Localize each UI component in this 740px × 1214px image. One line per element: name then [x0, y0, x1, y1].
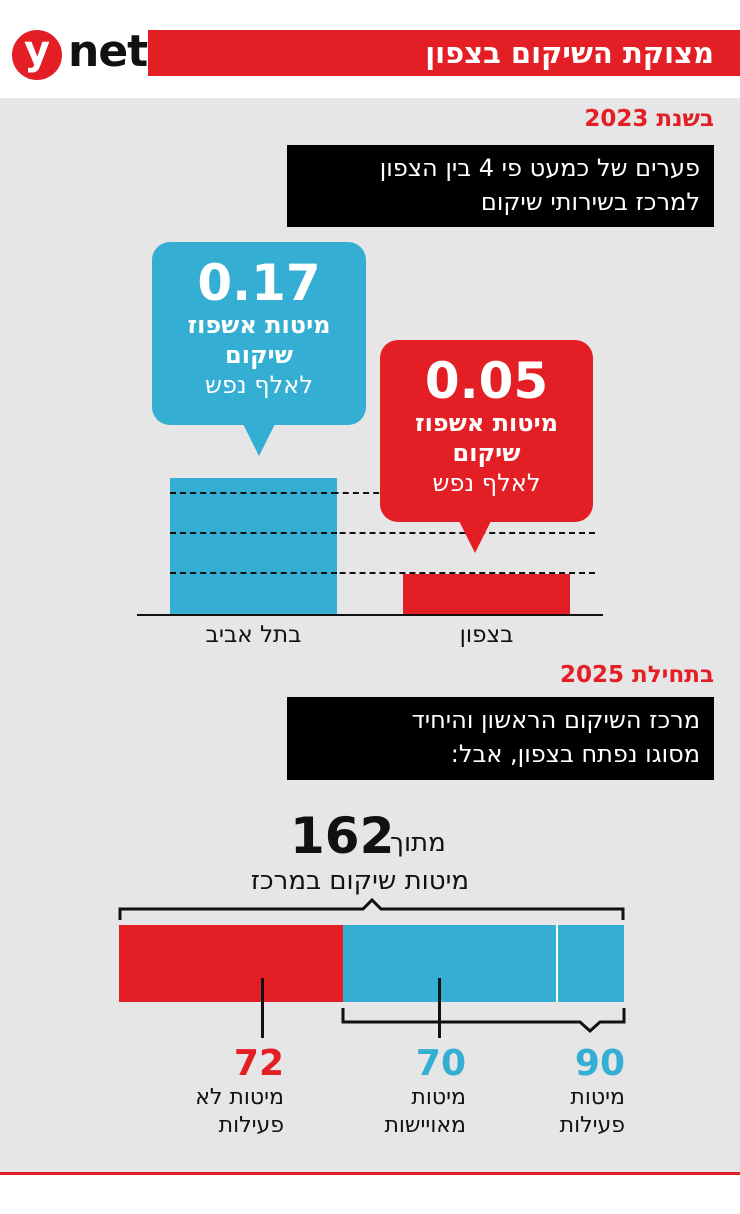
leader-inactive — [261, 978, 264, 1038]
bubble-north-value: 0.05 — [424, 352, 549, 410]
title-bar: מצוקת השיקום בצפון — [148, 30, 740, 76]
header: y net מצוקת השיקום בצפון — [0, 0, 740, 98]
total-label: מיטות שיקום במרכז — [250, 866, 470, 896]
ynet-logo-text: net — [68, 26, 148, 77]
bubble-tel-aviv-value: 0.17 — [197, 254, 321, 312]
bubble-tel-aviv: 0.17 מיטות אשפוז שיקום לאלף נפש — [152, 242, 366, 425]
section-2025-headline: מרכז השיקום הראשון והיחיד מסוגו נפתח בצפ… — [287, 697, 714, 780]
section-2025-label: בתחילת 2025 — [560, 662, 714, 688]
gridline-overlay-3 — [170, 572, 337, 574]
bubble-tel-aviv-line1: מיטות אשפוז — [187, 311, 331, 339]
stat-active-line1: מיטות — [570, 1085, 625, 1110]
stat-inactive-line1: מיטות לא — [195, 1085, 284, 1110]
stat-staffed-line2: מאויישות — [384, 1113, 466, 1138]
stat-active-value: 90 — [574, 1043, 625, 1084]
stat-inactive-line2: פעילות — [218, 1113, 284, 1138]
headline-line-2: מסוגו נפתח בצפון, אבל: — [450, 740, 700, 768]
section-2023-headline: פערים של כמעט פי 4 בין הצפון למרכז בשירו… — [287, 145, 714, 227]
stat-active: 90 מיטות פעילות — [480, 1044, 625, 1140]
segment-divider — [556, 925, 558, 1002]
active-bracket — [341, 1008, 626, 1034]
segment-staffed-beds — [343, 925, 556, 1002]
stat-inactive: 72 מיטות לא פעילות — [120, 1044, 284, 1140]
headline-line-1: פערים של כמעט פי 4 בין הצפון — [379, 154, 700, 182]
bubble-tel-aviv-line3: לאלף נפש — [205, 371, 313, 399]
stat-active-line2: פעילות — [559, 1113, 625, 1138]
total-value: 162 — [290, 807, 395, 865]
stat-inactive-value: 72 — [233, 1043, 284, 1084]
stat-staffed: 70 מיטות מאויישות — [300, 1044, 466, 1140]
total-heading: 162 מתוך — [290, 808, 490, 864]
stat-staffed-line1: מיטות — [411, 1085, 466, 1110]
bubble-tel-aviv-line2: שיקום — [225, 341, 293, 369]
segment-inactive-beds — [119, 925, 343, 1002]
stat-staffed-value: 70 — [415, 1043, 466, 1084]
bar-north — [403, 574, 570, 615]
total-bracket — [118, 897, 625, 920]
bubble-north-line2: שיקום — [452, 439, 521, 467]
label-north: בצפון — [459, 622, 514, 648]
bar-tel-aviv — [170, 478, 337, 615]
ynet-logo-mark: y — [12, 30, 62, 80]
bubble-north: 0.05 מיטות אשפוז שיקום לאלף נפש — [380, 340, 593, 522]
bubble-north-line3: לאלף נפש — [432, 469, 541, 497]
gridline-overlay-1 — [170, 492, 337, 494]
gridline-overlay-2 — [170, 532, 337, 534]
total-prefix: מתוך — [390, 828, 446, 858]
page-title: מצוקת השיקום בצפון — [425, 36, 714, 70]
headline-line-1: מרכז השיקום הראשון והיחיד — [411, 706, 700, 734]
gridline-3 — [170, 572, 595, 574]
gridline-2 — [170, 532, 595, 534]
bottom-rule — [0, 1172, 740, 1175]
segment-active-extra — [558, 925, 624, 1002]
chart-baseline — [137, 614, 603, 616]
leader-staffed — [438, 978, 441, 1038]
bubble-tel-aviv-pointer — [243, 424, 275, 456]
headline-line-2: למרכז בשירותי שיקום — [480, 188, 700, 216]
label-tel-aviv: בתל אביב — [205, 622, 302, 648]
section-2023-label: בשנת 2023 — [584, 106, 714, 132]
bubble-north-line1: מיטות אשפוז — [414, 409, 559, 437]
bubble-north-pointer — [459, 521, 491, 553]
